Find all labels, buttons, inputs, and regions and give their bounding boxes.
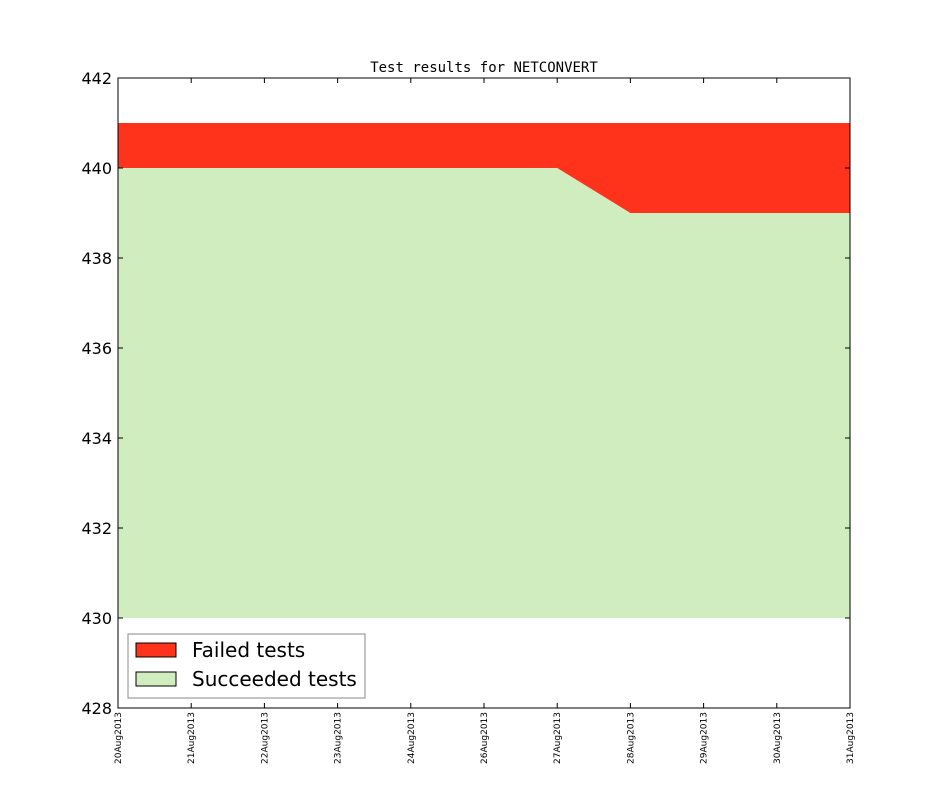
x-tick-label: 27Aug2013 xyxy=(553,712,563,764)
x-tick-label: 30Aug2013 xyxy=(773,712,783,764)
x-tick-label: 28Aug2013 xyxy=(626,712,636,764)
x-tick-label: 24Aug2013 xyxy=(407,712,417,764)
x-tick-label: 22Aug2013 xyxy=(260,712,270,764)
x-tick-label: 29Aug2013 xyxy=(700,712,710,764)
x-tick-label: 20Aug2013 xyxy=(114,712,124,764)
legend-swatch xyxy=(135,671,177,687)
y-tick-label: 428 xyxy=(81,699,112,718)
area-failed-tests xyxy=(118,123,850,213)
legend: Failed tests Succeeded tests xyxy=(127,633,366,699)
y-tick-label: 432 xyxy=(81,519,112,538)
axes: 428 430 432 434 436 438 440 442 20Aug2013 21Aug20… xyxy=(81,69,856,764)
legend-swatch xyxy=(135,642,177,658)
x-tick-label: 26Aug2013 xyxy=(480,712,490,764)
y-tick-label: 438 xyxy=(81,249,112,268)
y-tick-label: 436 xyxy=(81,339,112,358)
x-tick-label: 31Aug2013 xyxy=(846,712,856,764)
plot-area xyxy=(118,123,850,618)
x-tick-label: 23Aug2013 xyxy=(334,712,344,764)
y-tick-label: 434 xyxy=(81,429,112,448)
legend-label: Succeeded tests xyxy=(192,667,357,691)
chart-title: Test results for NETCONVERT xyxy=(370,60,598,76)
x-tick-label: 21Aug2013 xyxy=(187,712,197,764)
legend-label: Failed tests xyxy=(192,638,305,662)
y-tick-label: 430 xyxy=(81,609,112,628)
y-tick-label: 442 xyxy=(81,69,112,88)
y-tick-label: 440 xyxy=(81,159,112,178)
area-succeeded-tests xyxy=(118,168,850,618)
